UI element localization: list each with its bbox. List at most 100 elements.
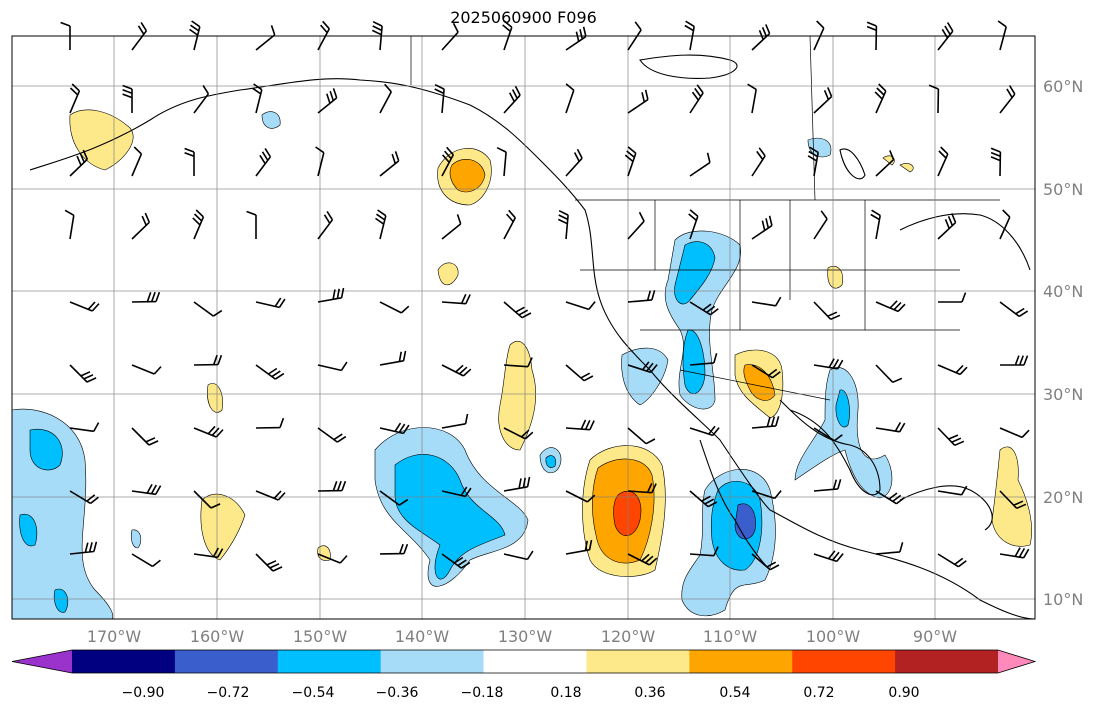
- wind-barb: [751, 296, 782, 307]
- wind-barb: [255, 490, 286, 501]
- colorbar-tick: 0.18: [550, 685, 581, 701]
- wind-barb: [870, 209, 881, 240]
- colorbar-segment: [895, 650, 999, 673]
- wind-barb: [813, 479, 842, 492]
- wind-barb: [565, 148, 583, 177]
- wind-barb: [131, 146, 143, 177]
- lon-label: 130°W: [498, 627, 553, 646]
- wind-barb: [1000, 355, 1029, 366]
- wind-barb: [937, 146, 949, 177]
- wind-barb: [317, 480, 347, 492]
- wind-barb: [565, 364, 594, 382]
- wind-barb: [997, 20, 1007, 51]
- wind-barb: [503, 209, 517, 240]
- wind-barb: [131, 364, 162, 375]
- wind-barb: [627, 21, 642, 51]
- wind-barb: [813, 427, 843, 442]
- wind-barb: [937, 427, 965, 447]
- colorbar-tick: 0.54: [719, 685, 750, 701]
- wind-barb: [441, 413, 469, 429]
- anomaly-shading: [11, 109, 1032, 620]
- colorbar-segment: [380, 650, 485, 673]
- colorbar-outline: [11, 649, 1037, 674]
- wind-barb: [503, 85, 521, 114]
- wind-barb: [60, 21, 71, 50]
- wind-barb: [565, 301, 596, 311]
- wind-barb: [937, 553, 967, 568]
- wind-barb: [315, 146, 325, 177]
- wind-barb: [317, 210, 334, 240]
- lat-label: 60°N: [1043, 77, 1083, 96]
- wind-barb: [937, 485, 968, 496]
- wind-barb: [131, 553, 161, 568]
- wind-barb: [689, 546, 719, 557]
- wind-barb: [69, 490, 99, 505]
- wind-barb: [751, 364, 781, 379]
- wind-barb: [193, 354, 223, 366]
- wind-barb: [441, 146, 455, 177]
- wind-barb: [627, 290, 656, 303]
- map-frame: [11, 35, 1036, 620]
- lon-label: 120°W: [601, 627, 656, 646]
- wind-barb: [938, 292, 967, 303]
- wind-barb: [999, 209, 1011, 240]
- lat-label: 10°N: [1043, 590, 1083, 609]
- lon-label: 90°W: [913, 627, 957, 646]
- wind-barb: [813, 550, 844, 563]
- wind-barb: [875, 300, 906, 313]
- wind-barb: [503, 550, 534, 561]
- colorbar-segment: [72, 650, 176, 673]
- wind-barb: [751, 24, 771, 51]
- wind-barb: [379, 422, 410, 435]
- colorbar-tick: 0.72: [803, 685, 834, 701]
- wind-barb: [627, 211, 645, 240]
- wind-barb: [875, 364, 903, 384]
- wind-barb: [69, 149, 89, 177]
- wind-barb: [375, 209, 387, 240]
- colorbar-tick: −0.36: [376, 685, 419, 701]
- wind-barb: [193, 84, 210, 114]
- coastlines: [29, 54, 1036, 620]
- colorbar-extend-max: [998, 650, 1035, 673]
- latitude-labels: 60°N 50°N 40°N 30°N 20°N 10°N: [1043, 77, 1083, 609]
- wind-barb: [441, 364, 472, 377]
- wind-barb: [875, 490, 905, 505]
- wind-barb: [689, 425, 720, 437]
- wind-barb: [999, 301, 1029, 318]
- wind-barb: [255, 25, 276, 51]
- wind-barb: [557, 209, 569, 240]
- colorbar-tick: 0.36: [634, 685, 665, 701]
- wind-barb: [990, 147, 1002, 177]
- wind-barb: [813, 87, 833, 114]
- wind-barb: [688, 209, 699, 240]
- wind-barb: [875, 542, 904, 555]
- wind-barb: [627, 427, 656, 445]
- colorbar-segment: [792, 650, 896, 673]
- colorbar-tick: 0.90: [888, 685, 919, 701]
- wind-barb: [565, 26, 587, 51]
- colorbar: [11, 649, 1037, 674]
- wind-barb: [184, 147, 195, 176]
- wind-barb: [64, 209, 75, 240]
- wind-barb: [874, 83, 887, 114]
- wind-barb: [317, 361, 348, 372]
- colorbar-segment: [689, 650, 793, 673]
- wind-barb: [937, 22, 954, 51]
- wind-barb: [69, 301, 100, 312]
- wind-barb: [999, 85, 1016, 114]
- wind-barb: [379, 83, 393, 114]
- wind-barb: [255, 417, 285, 429]
- wind-barb: [317, 88, 338, 114]
- wind-barb: [193, 490, 221, 509]
- wind-barb: [379, 543, 409, 555]
- wind-barb: [379, 151, 400, 177]
- lon-label: 140°W: [395, 627, 450, 646]
- wind-barb: [255, 553, 283, 572]
- wind-barb: [937, 364, 968, 376]
- lon-label: 150°W: [293, 627, 348, 646]
- wind-barb: [502, 20, 513, 51]
- wind-barb: [624, 146, 637, 177]
- wind-barb: [246, 210, 257, 239]
- wind-barb: [252, 83, 263, 114]
